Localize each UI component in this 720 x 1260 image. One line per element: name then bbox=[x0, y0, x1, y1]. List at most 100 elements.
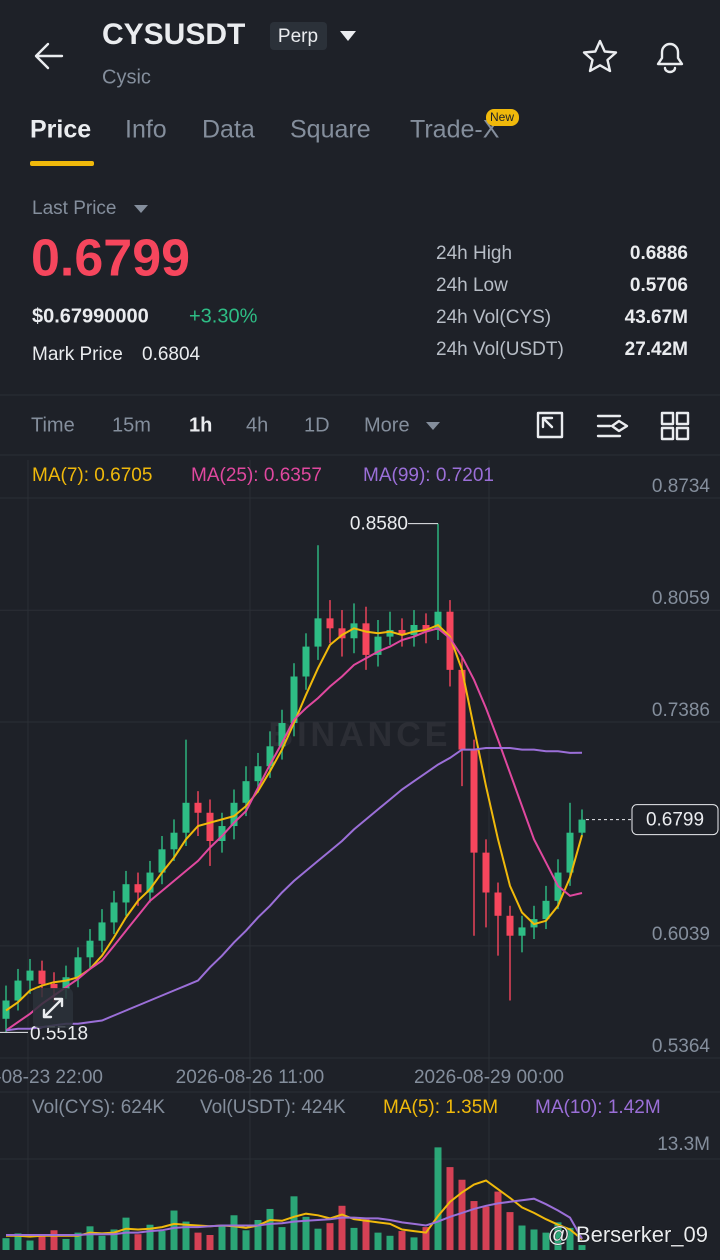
volume-bar bbox=[350, 1227, 358, 1250]
candle-body bbox=[338, 628, 346, 639]
candle-body bbox=[410, 624, 418, 635]
favorite-button[interactable] bbox=[582, 39, 618, 73]
volume-bar bbox=[494, 1191, 502, 1250]
volume-bar bbox=[254, 1220, 262, 1250]
symbol-dropdown[interactable] bbox=[340, 31, 356, 41]
volume-bar bbox=[530, 1229, 538, 1250]
candle-body bbox=[326, 618, 334, 629]
tab[interactable]: Price bbox=[30, 116, 91, 144]
y-tick-label: 0.5364 bbox=[652, 1036, 711, 1057]
volume-bar bbox=[386, 1235, 394, 1250]
candle-body bbox=[362, 623, 370, 655]
candle-body bbox=[26, 970, 34, 981]
symbol-name: Cysic bbox=[102, 66, 151, 88]
candle-body bbox=[542, 900, 550, 920]
candle-body bbox=[446, 611, 454, 670]
legend-entry: MA(5): 1.35M bbox=[383, 1097, 498, 1118]
volume-bar bbox=[578, 1245, 586, 1250]
volume-bar bbox=[566, 1227, 574, 1250]
fullscreen-icon bbox=[42, 997, 64, 1019]
candle-body bbox=[434, 611, 442, 630]
legend-entry: MA(10): 1.42M bbox=[535, 1097, 661, 1118]
candle-body bbox=[578, 819, 586, 833]
volume-chart: 13.3M Vol(CYS): 624K Vol(USDT): 424K MA(5):… bbox=[0, 1097, 720, 1250]
volume-bar bbox=[278, 1227, 286, 1250]
credit: @ Berserker_09 bbox=[547, 1222, 708, 1247]
volume-bar bbox=[506, 1212, 514, 1250]
volume-bar bbox=[50, 1230, 58, 1250]
candle-body bbox=[386, 629, 394, 637]
y-tick-label: 0.6039 bbox=[652, 924, 710, 945]
candle-body bbox=[278, 723, 286, 747]
candle-body bbox=[266, 746, 274, 767]
candle-body bbox=[254, 766, 262, 782]
volume-bar bbox=[374, 1232, 382, 1250]
volume-bar bbox=[554, 1222, 562, 1250]
last-price-tag bbox=[631, 804, 719, 836]
candle-body bbox=[206, 812, 214, 842]
perp-badge: Perp bbox=[278, 26, 318, 47]
volume-label: Vol(USDT): 424K bbox=[200, 1097, 346, 1118]
candle-body bbox=[350, 623, 358, 639]
stat-label: 24h Low bbox=[436, 275, 508, 296]
indicator-button[interactable] bbox=[596, 414, 629, 438]
stat-label: 24h Vol(CYS) bbox=[436, 307, 551, 328]
layout-button[interactable] bbox=[660, 411, 690, 441]
interval-tab[interactable]: 1h bbox=[189, 414, 212, 436]
volume-bar bbox=[134, 1234, 142, 1250]
legend-entry: MA(25): 0.6357 bbox=[191, 465, 322, 486]
candle-body bbox=[374, 636, 382, 655]
candle-body bbox=[506, 915, 514, 936]
volume-bar bbox=[338, 1205, 346, 1250]
volume-bar bbox=[242, 1230, 250, 1250]
last-price: 0.6799 bbox=[31, 230, 190, 288]
last-price-tag-label: 0.6799 bbox=[646, 810, 704, 831]
candle-body bbox=[518, 927, 526, 936]
last-price-label[interactable]: Last Price bbox=[32, 198, 116, 219]
volume-bar bbox=[302, 1216, 310, 1250]
candle-body bbox=[86, 940, 94, 958]
stat-value: 27.42M bbox=[625, 339, 688, 360]
usd-price: $0.67990000 bbox=[32, 305, 149, 327]
tab[interactable]: Data bbox=[202, 116, 255, 144]
interval-tab[interactable]: More bbox=[364, 414, 410, 436]
candle-body bbox=[230, 802, 238, 827]
stats: 24h High 0.6886 24h Low 0.5706 24h Vol(CYS) 4… bbox=[436, 243, 688, 360]
volume-ma-line bbox=[6, 1197, 583, 1240]
candle-body bbox=[98, 922, 106, 941]
candle-body bbox=[218, 826, 226, 842]
candle-body bbox=[122, 884, 130, 903]
volume-bar bbox=[434, 1147, 442, 1250]
price-change: +3.30% bbox=[189, 305, 258, 327]
volume-bar bbox=[266, 1208, 274, 1250]
back-button[interactable] bbox=[34, 42, 64, 70]
interval-tab[interactable]: Time bbox=[31, 414, 75, 436]
low-label: 0.5518 bbox=[30, 1023, 88, 1044]
interval-tab[interactable]: 15m bbox=[112, 414, 151, 436]
volume-bar bbox=[326, 1223, 334, 1250]
volume-bar bbox=[518, 1225, 526, 1250]
ma-line bbox=[5, 627, 583, 1032]
price-type-dropdown[interactable] bbox=[134, 205, 148, 213]
tab[interactable]: Info bbox=[125, 116, 167, 144]
volume-bar bbox=[182, 1221, 190, 1250]
stat-value: 0.5706 bbox=[630, 275, 688, 296]
tab[interactable]: Trade-X bbox=[410, 116, 500, 144]
ma-line bbox=[5, 747, 583, 1032]
alert-button[interactable] bbox=[656, 42, 684, 74]
tab[interactable]: Square bbox=[290, 116, 371, 144]
volume-bar bbox=[38, 1235, 46, 1250]
interval-tab[interactable]: 4h bbox=[246, 414, 268, 436]
volume-bar bbox=[410, 1237, 418, 1250]
interval-tab[interactable]: 1D bbox=[304, 414, 330, 436]
chart-expand-button[interactable] bbox=[536, 411, 564, 439]
volume-bar bbox=[482, 1206, 490, 1250]
candle-body bbox=[314, 618, 322, 647]
candle-body bbox=[494, 892, 502, 916]
more-dropdown[interactable] bbox=[426, 422, 440, 430]
symbol: CYSUSDT bbox=[102, 18, 245, 51]
candle-body bbox=[134, 884, 142, 893]
volume-bar bbox=[170, 1210, 178, 1250]
